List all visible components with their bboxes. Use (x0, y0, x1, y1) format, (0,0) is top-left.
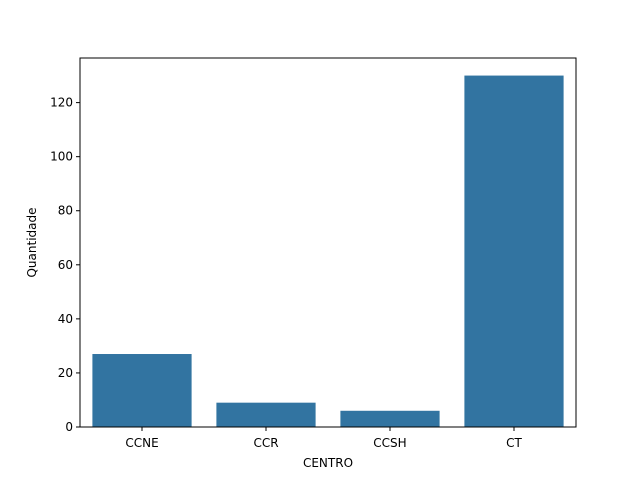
bar-ccsh (340, 410, 440, 427)
bar-ccr (216, 402, 316, 427)
y-tick-label: 120 (50, 96, 73, 110)
x-tick-label: CCNE (125, 436, 158, 450)
y-tick-label: 40 (58, 312, 73, 326)
x-axis-ticks: CCNE CCR CCSH CT (125, 427, 523, 450)
y-tick-label: 0 (65, 420, 73, 434)
y-tick-label: 100 (50, 150, 73, 164)
bar-ct (464, 75, 564, 428)
plot-frame (79, 57, 577, 428)
x-tick-label: CCSH (373, 436, 406, 450)
x-tick-label: CT (506, 436, 522, 450)
y-tick-label: 80 (58, 204, 73, 218)
y-tick-label: 20 (58, 366, 73, 380)
bar-ccne (92, 354, 192, 427)
y-axis-ticks: 0 20 40 60 80 100 120 (50, 96, 80, 434)
x-axis-title: CENTRO (303, 456, 353, 470)
y-axis-title: Quantidade (25, 207, 39, 277)
y-tick-label: 60 (58, 258, 73, 272)
x-tick-label: CCR (253, 436, 278, 450)
bars-layer (92, 75, 564, 428)
